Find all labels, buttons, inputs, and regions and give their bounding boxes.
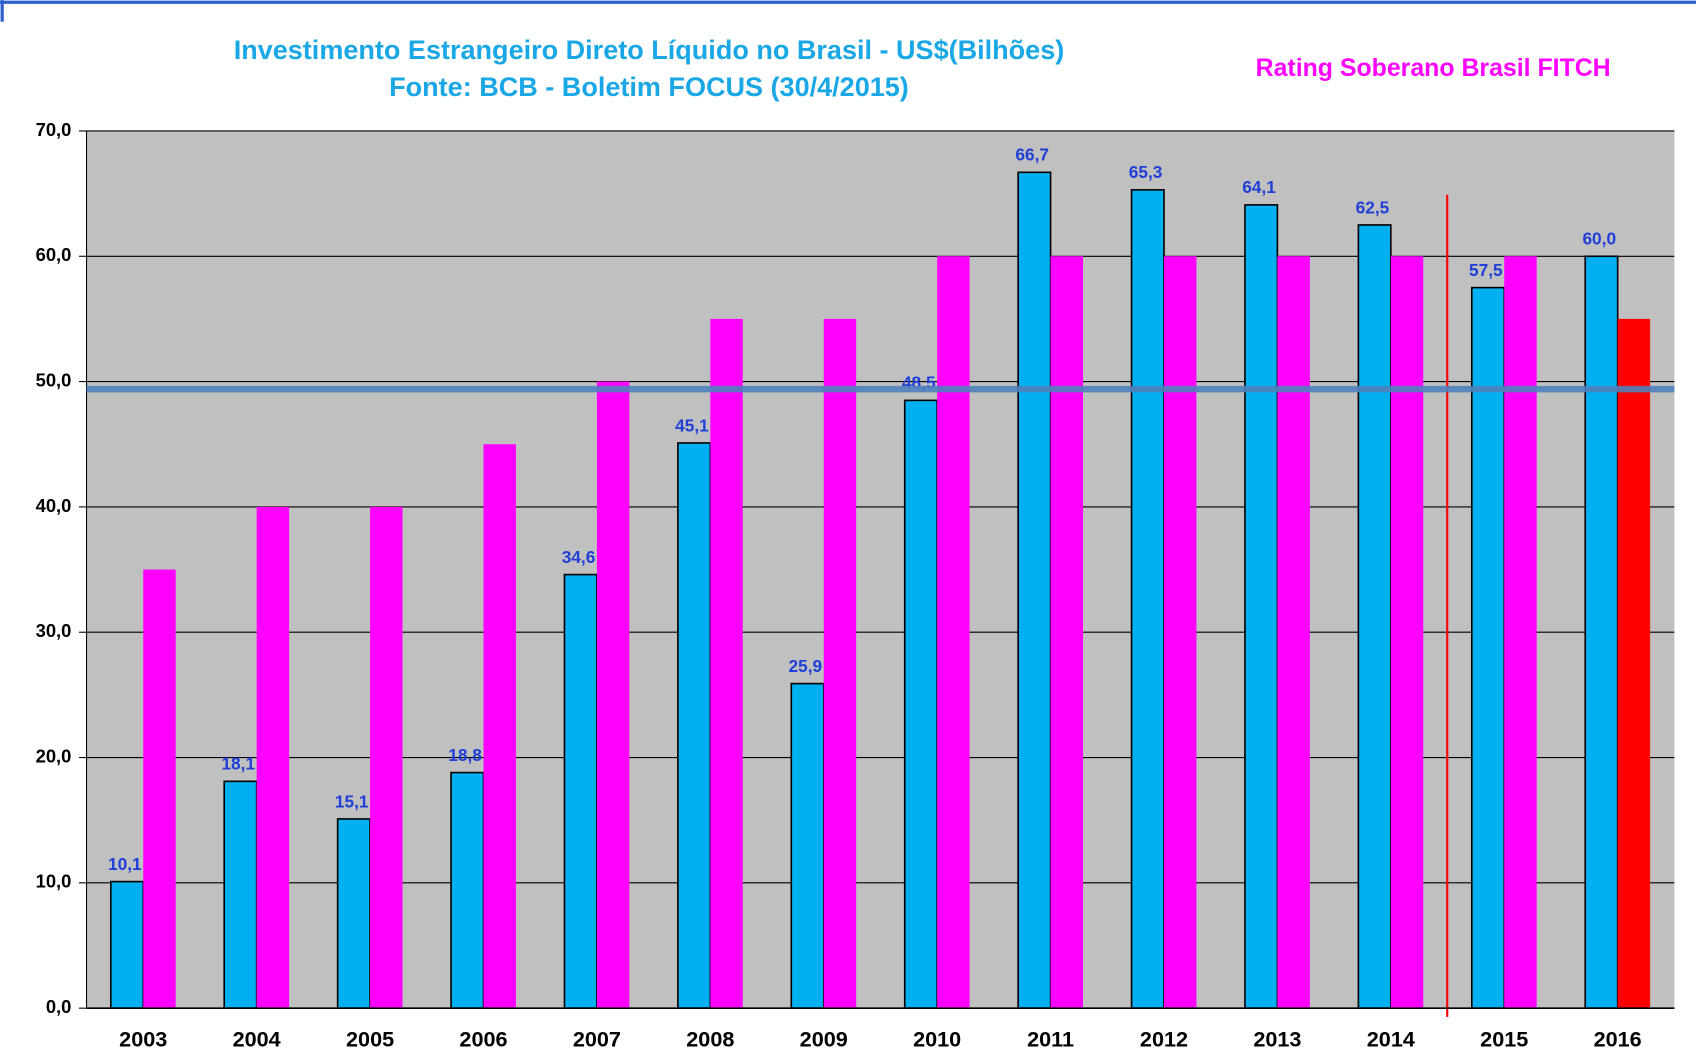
y-tick-label: 30,0 bbox=[36, 620, 72, 641]
x-tick-label: 2016 bbox=[1594, 1026, 1642, 1051]
data-label: 66,7 bbox=[1015, 145, 1049, 165]
x-tick-label: 2004 bbox=[233, 1026, 281, 1051]
x-tick-label: 2015 bbox=[1480, 1026, 1528, 1051]
y-tick-label: 60,0 bbox=[36, 244, 72, 265]
x-tick-label: 2013 bbox=[1253, 1026, 1301, 1051]
bar bbox=[1277, 256, 1310, 1009]
data-label: 62,5 bbox=[1356, 197, 1390, 217]
bar bbox=[1017, 171, 1052, 1009]
data-label: 25,9 bbox=[789, 656, 823, 676]
bar bbox=[710, 318, 743, 1009]
bar bbox=[563, 573, 598, 1009]
x-tick-label: 2010 bbox=[913, 1026, 961, 1051]
bar bbox=[937, 256, 970, 1009]
bar bbox=[336, 818, 371, 1009]
y-tick-label: 0,0 bbox=[46, 996, 72, 1017]
x-tick-label: 2006 bbox=[459, 1026, 507, 1051]
chart-title: Investimento Estrangeiro Direto Líquido … bbox=[234, 35, 1065, 65]
bar bbox=[823, 318, 857, 1009]
bar bbox=[483, 444, 516, 1009]
bar bbox=[677, 442, 712, 1009]
bar bbox=[1584, 255, 1619, 1009]
data-label: 45,1 bbox=[675, 415, 709, 435]
bar bbox=[1390, 256, 1424, 1009]
data-label: 15,1 bbox=[335, 791, 369, 811]
bar bbox=[370, 506, 403, 1009]
y-tick-label: 20,0 bbox=[36, 745, 72, 766]
x-tick-label: 2005 bbox=[346, 1026, 394, 1051]
data-label: 18,8 bbox=[448, 745, 482, 765]
bar bbox=[1050, 256, 1084, 1009]
bar bbox=[109, 880, 145, 1009]
y-tick-label: 40,0 bbox=[36, 495, 72, 516]
data-label: 65,3 bbox=[1129, 162, 1163, 182]
bar bbox=[1504, 256, 1537, 1009]
data-label: 64,1 bbox=[1242, 177, 1276, 197]
bar bbox=[223, 780, 258, 1009]
bar bbox=[1130, 189, 1165, 1009]
x-tick-label: 2007 bbox=[573, 1026, 621, 1051]
bar bbox=[1163, 256, 1197, 1009]
data-label: 18,1 bbox=[221, 754, 255, 774]
data-label: 34,6 bbox=[562, 547, 596, 567]
bar bbox=[1470, 286, 1506, 1009]
y-tick-label: 70,0 bbox=[36, 119, 72, 140]
bar bbox=[790, 682, 825, 1009]
legend-entry: Rating Soberano Brasil FITCH bbox=[1256, 54, 1611, 82]
bar bbox=[903, 399, 938, 1009]
x-tick-label: 2012 bbox=[1140, 1026, 1188, 1051]
chart-subtitle: Fonte: BCB - Boletim FOCUS (30/4/2015) bbox=[389, 72, 909, 102]
bar bbox=[1617, 318, 1651, 1009]
bar bbox=[450, 771, 485, 1009]
data-label: 10,1 bbox=[108, 854, 142, 874]
bar bbox=[1244, 204, 1279, 1009]
bar bbox=[1357, 224, 1392, 1009]
plot-area bbox=[86, 130, 1675, 1009]
x-tick-label: 2003 bbox=[119, 1026, 167, 1051]
data-label: 57,5 bbox=[1469, 260, 1503, 280]
y-tick-label: 50,0 bbox=[36, 369, 72, 390]
bar bbox=[596, 381, 630, 1009]
bar bbox=[256, 506, 290, 1009]
x-tick-label: 2014 bbox=[1367, 1026, 1415, 1051]
x-tick-label: 2008 bbox=[686, 1026, 734, 1051]
data-label: 60,0 bbox=[1582, 229, 1616, 249]
y-tick-label: 10,0 bbox=[36, 871, 72, 892]
x-tick-label: 2009 bbox=[800, 1026, 848, 1051]
bar bbox=[143, 569, 176, 1009]
x-tick-label: 2011 bbox=[1027, 1026, 1074, 1051]
